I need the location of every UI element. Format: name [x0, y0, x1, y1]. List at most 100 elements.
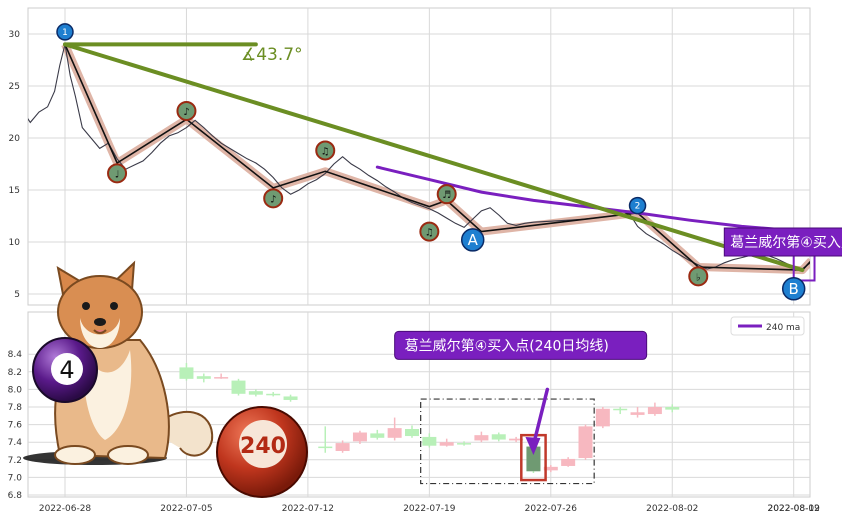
note-marker	[263, 188, 284, 209]
upper-y-tick-label: 30	[9, 30, 21, 40]
upper-y-tick-label: 15	[9, 186, 20, 196]
candle-down	[491, 434, 506, 440]
dashed-highlight-box	[420, 398, 595, 485]
candle-up	[352, 432, 367, 442]
note-marker	[107, 163, 128, 184]
candle-up	[647, 407, 662, 415]
x-tick-label: 2022-07-19	[403, 504, 456, 514]
candle-down	[665, 407, 680, 410]
note-marker-glyph: ♪	[183, 107, 189, 118]
ball-4-label: 4	[59, 356, 74, 384]
angle-label: ∡43.7°	[241, 45, 303, 65]
ball-240-label: 240	[240, 434, 286, 459]
x-tick-labels: 2022-06-28 2022-07-05 2022-07-12 2022-07-19…	[39, 504, 820, 514]
candle-up	[578, 426, 593, 459]
legend-box	[730, 316, 805, 336]
point-letter-label: A	[468, 231, 479, 249]
candle-up	[439, 442, 454, 446]
purple-ma-curve	[375, 165, 796, 233]
x-tick-label: 2022-08-02	[646, 504, 698, 514]
note-marker	[419, 221, 440, 242]
lower-y-tick-label: 7.6	[8, 421, 23, 431]
candle-up	[509, 438, 524, 441]
note-marker-glyph: ♬	[442, 190, 451, 201]
note-marker-glyph: ♩	[115, 169, 120, 180]
purple-ball-4-badge: 4	[32, 337, 98, 403]
candle-down	[248, 391, 263, 395]
upper-plot-content	[28, 42, 810, 275]
note-marker	[688, 266, 709, 287]
candle-up	[630, 412, 645, 415]
lower-y-tick-label: 7.2	[8, 456, 22, 466]
point-number-marker	[628, 196, 647, 215]
lower-callout-text: 葛兰威尔第④买入点(240日均线)	[405, 337, 609, 354]
candle-down	[231, 380, 246, 394]
x-tick-label: 2022-07-05	[160, 504, 212, 514]
note-marker-glyph: ♪	[270, 194, 276, 205]
candle-up	[387, 428, 402, 438]
upper-overlay: ∡43.7° 1 ♩ ♪ ♪ ♫ ♫ ♬ A 2 ♭ B 葛兰威尔第④买入点	[56, 23, 842, 301]
signal-candle	[526, 446, 541, 472]
candle-down	[196, 376, 211, 379]
upper-callout-arrow	[723, 227, 842, 257]
candle-down	[179, 367, 194, 379]
note-marker	[315, 140, 336, 161]
point-letter-marker	[460, 228, 485, 252]
point-number-label: 2	[635, 202, 641, 212]
lower-y-tick-label: 7.4	[8, 438, 23, 448]
legend-label: 240 ma	[766, 323, 800, 333]
note-marker-glyph: ♫	[425, 228, 434, 239]
lower-overlay: 葛兰威尔第④买入点(240日均线)	[394, 330, 648, 485]
upper-price-panel: 5 10 15 20 25 30 ∡43.7° 1 ♩ ♪ ♪ ♫ ♫ ♬ A 2 ♭ B 葛兰威尔第④买入点	[9, 7, 842, 306]
upper-y-tick-label: 20	[9, 134, 21, 144]
lower-callout-box	[394, 330, 648, 360]
note-marker	[436, 184, 457, 205]
point-number-label: 1	[62, 28, 68, 38]
note-marker	[176, 100, 197, 121]
candle-up	[474, 435, 489, 441]
upper-y-tick-label: 10	[9, 238, 21, 248]
purple-arrow-head	[525, 437, 541, 455]
candle-up	[214, 377, 229, 379]
candle-up	[595, 408, 610, 427]
lower-y-tick-label: 8.2	[8, 368, 22, 378]
zigzag-line	[64, 44, 810, 271]
lower-y-tick-label: 6.8	[8, 491, 23, 501]
x-tick-label: 2022-08-09	[768, 504, 821, 514]
red-highlight-box	[520, 433, 547, 482]
upper-y-tick-labels: 5 10 15 20 25 30	[9, 30, 21, 300]
lower-plot-content	[179, 363, 680, 473]
candle-up	[335, 443, 350, 451]
upper-y-tick-label: 5	[14, 290, 20, 300]
purple-pointer-arrow	[531, 387, 550, 447]
lower-y-tick-labels: 6.8 7.0 7.2 7.4 7.6 7.8 8.0 8.2 8.4	[8, 350, 23, 501]
point-number-marker	[56, 23, 74, 41]
candle-down	[283, 396, 298, 400]
note-marker-glyph: ♫	[321, 146, 330, 157]
lower-candle-panel: 6.8 7.0 7.2 7.4 7.6 7.8 8.0 8.2 8.4 葛兰威尔第④买入点(24…	[8, 311, 820, 514]
lower-y-tick-label: 8.0	[8, 385, 23, 395]
candle-down	[266, 393, 281, 396]
x-tick-label: 2022-07-12	[282, 504, 334, 514]
green-trendline	[63, 42, 805, 273]
note-marker-glyph: ♭	[696, 272, 701, 283]
lower-y-tick-label: 7.0	[8, 473, 23, 483]
x-tick-label: 2022-07-26	[525, 504, 578, 514]
lower-y-tick-label: 8.4	[8, 350, 23, 360]
red-ball-240-badge: 240	[216, 406, 308, 498]
candle-down	[422, 436, 437, 446]
point-letter-label: B	[789, 280, 799, 298]
upper-callout-text: 葛兰威尔第④买入点	[730, 234, 842, 251]
candle-down	[457, 443, 472, 445]
lower-y-tick-label: 7.8	[8, 403, 23, 413]
candle-down	[370, 433, 385, 438]
candle-down	[318, 446, 333, 449]
upper-y-tick-label: 25	[9, 82, 20, 92]
x-tick-label: 2022-06-28	[39, 504, 92, 514]
candle-down	[405, 429, 419, 437]
candle-up	[543, 466, 558, 471]
candle-up	[561, 458, 576, 466]
x-tick-label: 2022-08-12	[768, 504, 820, 514]
legend: 240 ma	[730, 316, 805, 336]
